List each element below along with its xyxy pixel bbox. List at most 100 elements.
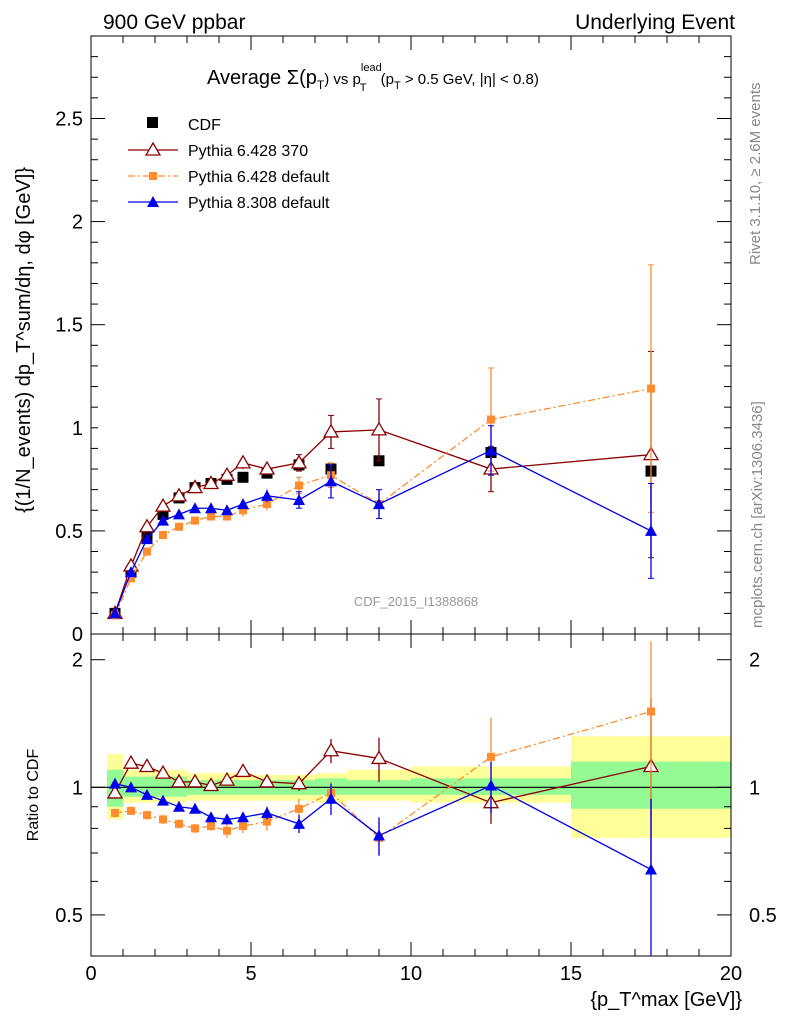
ratio-y-tick-label-right: 0.5 — [749, 905, 777, 927]
data-point-p6-default — [295, 481, 303, 490]
data-point-p8-default — [645, 524, 657, 536]
main-y-tick-label: 1.5 — [55, 315, 83, 337]
data-point-p6-default — [159, 531, 167, 540]
ratio-point-p6-370 — [154, 764, 172, 779]
main-y-tick-label: 1 — [72, 418, 83, 440]
ratio-point-p8-default — [157, 794, 169, 806]
ratio-ticks: 0 5 10 15 20 0.5 0.5 1 1 2 2 — [55, 634, 777, 985]
data-point-p6-370 — [370, 421, 388, 436]
ratio-point-p6-370 — [138, 758, 156, 773]
ratio-point-p6-default — [159, 815, 167, 824]
ratio-y-tick-label-right: 1 — [749, 777, 760, 799]
ratio-point-p8-default — [325, 792, 337, 804]
ratio-point-p6-370 — [186, 773, 204, 788]
ratio-y-tick-label-left: 1 — [72, 777, 83, 799]
ratio-point-p8-default — [173, 800, 185, 812]
data-point-p6-default — [143, 547, 151, 556]
data-point-p8-default — [157, 514, 169, 526]
ratio-point-p6-370 — [170, 773, 188, 788]
ratio-point-p8-default — [293, 817, 305, 829]
title-sub-t2: T — [360, 82, 367, 94]
main-ticks: 0 0.5 1 1.5 2 2.5 — [55, 35, 732, 646]
ratio-point-p6-370 — [370, 750, 388, 765]
legend-label-cdf: CDF — [188, 117, 221, 134]
xlabel: {p_T^max [GeV]} — [590, 989, 742, 1011]
data-point-p6-default — [647, 384, 655, 393]
mcplots-label: mcplots.cern.ch [arXiv:1306.3436] — [749, 401, 766, 628]
data-point-p6-default — [191, 516, 199, 525]
main-series-2 — [111, 264, 655, 620]
plot-title: Average Σ(pT) vs plead T (pT > 0.5 GeV, |… — [207, 62, 539, 94]
data-point-p6-370 — [202, 475, 220, 490]
data-point-p8-default — [293, 493, 305, 505]
data-point-p8-default — [205, 502, 217, 514]
data-point-p8-default — [125, 566, 137, 578]
legend-marker-p6-370 — [144, 141, 162, 156]
ratio-point-p8-default — [189, 802, 201, 814]
data-point-p6-370 — [258, 460, 276, 475]
data-point-p6-370 — [170, 487, 188, 502]
ratio-point-p8-default — [205, 811, 217, 823]
legend: CDF Pythia 6.428 370 Pythia 6.428 defaul… — [128, 117, 330, 212]
data-point-p8-default — [141, 533, 153, 545]
rivet-label: Rivet 3.1.10, ≥ 2.6M events — [747, 83, 764, 266]
title-average: Average — [207, 67, 281, 89]
series-line — [114, 449, 652, 614]
data-point-p6-370 — [186, 479, 204, 494]
data-point-p6-370 — [322, 423, 340, 438]
ratio-point-p6-370 — [218, 771, 236, 786]
main-y-tick-label: 0 — [72, 624, 83, 646]
data-point-p8-default — [485, 444, 497, 456]
legend-marker-p6-default — [149, 172, 157, 180]
data-point-p6-default — [263, 500, 271, 509]
title-sub-t3: T — [394, 80, 401, 92]
main-ylabel: {(1/N_events) dp_T^sum/dη, dφ [GeV]} — [13, 167, 35, 513]
data-point-cdf — [237, 471, 249, 483]
title-sub-t: T — [317, 78, 325, 92]
ratio-point-p6-370 — [106, 784, 124, 799]
data-point-p6-default — [239, 506, 247, 515]
ratio-point-p6-default — [111, 808, 119, 817]
ratio-point-p6-default — [295, 804, 303, 813]
ratio-y-tick-label-right: 2 — [749, 650, 760, 672]
ratio-point-p8-default — [373, 829, 385, 841]
main-frame — [90, 35, 732, 635]
legend-marker-p8-default — [147, 196, 159, 207]
ratio-point-p6-default — [175, 819, 183, 828]
main-y-tick-label: 2 — [72, 212, 83, 234]
main-series-0 — [109, 446, 657, 619]
ratio-point-p6-default — [647, 707, 655, 716]
data-point-p8-default — [173, 508, 185, 520]
series-line — [114, 387, 652, 616]
data-point-p6-default — [127, 574, 135, 583]
x-tick-label: 5 — [245, 963, 256, 985]
main-series-3 — [109, 425, 657, 619]
data-point-p6-default — [175, 522, 183, 531]
ratio-y-tick-label-left: 0.5 — [55, 905, 83, 927]
legend-label-p6-370: Pythia 6.428 370 — [188, 143, 308, 160]
legend-label-p6-default: Pythia 6.428 default — [188, 169, 330, 186]
data-point-p8-default — [189, 502, 201, 514]
header-left: 900 GeV ppbar — [103, 11, 245, 34]
data-point-p8-default — [221, 504, 233, 516]
title-cut-rest: > 0.5 GeV, |η| < 0.8) — [401, 71, 539, 88]
legend-label-p8-default: Pythia 8.308 default — [188, 195, 330, 212]
ratio-point-p6-370 — [234, 763, 252, 778]
ratio-point-p6-default — [487, 752, 495, 761]
ratio-point-p8-default — [261, 806, 273, 818]
ratio-point-p6-default — [207, 822, 215, 831]
ratio-point-p6-370 — [258, 773, 276, 788]
ratio-point-p8-default — [125, 781, 137, 793]
ratio-series-2 — [109, 761, 657, 956]
ratio-bands — [91, 736, 731, 838]
main-series-1 — [106, 350, 660, 620]
main-ylabel-text: {(1/N_events) dp_T^sum/dη, dφ [GeV]} — [13, 167, 35, 513]
ratio-point-p6-default — [143, 811, 151, 820]
x-tick-label: 0 — [85, 963, 96, 985]
ratio-point-p6-370 — [202, 777, 220, 792]
ratio-point-p8-default — [485, 779, 497, 791]
ratio-point-p8-default — [109, 777, 121, 789]
x-tick-label: 20 — [720, 963, 742, 985]
ratio-ylabel: Ratio to CDF — [25, 749, 42, 842]
